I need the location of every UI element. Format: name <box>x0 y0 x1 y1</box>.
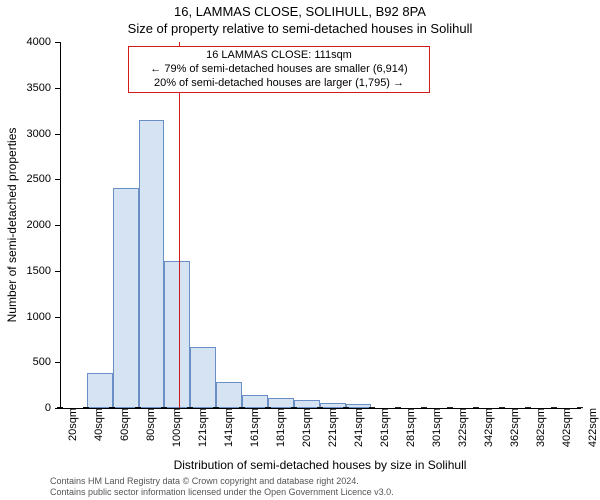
x-tick-label: 141sqm <box>213 408 235 447</box>
x-tick-label: 422sqm <box>577 408 599 447</box>
x-tick-label: 161sqm <box>239 408 261 447</box>
y-tick-label: 500 <box>33 356 61 368</box>
histogram-bar <box>268 398 294 408</box>
annotation-line: 20% of semi-detached houses are larger (… <box>133 77 425 91</box>
x-tick-label: 382sqm <box>525 408 547 447</box>
x-tick-label: 261sqm <box>369 408 391 447</box>
y-tick-label: 1500 <box>27 265 61 277</box>
x-tick-label: 322sqm <box>447 408 469 447</box>
y-tick-label: 3000 <box>27 128 61 140</box>
x-tick-label: 342sqm <box>473 408 495 447</box>
x-tick-label: 181sqm <box>265 408 287 447</box>
y-tick-label: 2500 <box>27 173 61 185</box>
histogram-bar <box>216 382 242 408</box>
x-tick-label: 40sqm <box>83 408 105 441</box>
annotation-line: 16 LAMMAS CLOSE: 111sqm <box>133 49 425 63</box>
histogram-bar <box>164 261 190 408</box>
histogram-bar <box>113 188 139 408</box>
x-tick-label: 241sqm <box>343 408 365 447</box>
histogram-bar <box>190 347 216 408</box>
histogram-bar <box>87 373 113 408</box>
y-axis-label: Number of semi-detached properties <box>5 128 19 323</box>
histogram-bar <box>294 400 320 408</box>
footnote-line-1: Contains HM Land Registry data © Crown c… <box>50 476 359 486</box>
x-axis-label: Distribution of semi-detached houses by … <box>60 458 580 472</box>
footnote: Contains HM Land Registry data © Crown c… <box>0 476 600 498</box>
reference-line <box>179 42 180 408</box>
x-tick-label: 402sqm <box>551 408 573 447</box>
x-tick-label: 80sqm <box>135 408 157 441</box>
y-tick-label: 3500 <box>27 82 61 94</box>
footnote-line-2: Contains public sector information licen… <box>50 487 394 497</box>
x-tick-label: 301sqm <box>421 408 443 447</box>
chart-container: 16, LAMMAS CLOSE, SOLIHULL, B92 8PA Size… <box>0 0 600 500</box>
x-tick-label: 221sqm <box>317 408 339 447</box>
y-tick-label: 2000 <box>27 219 61 231</box>
x-tick-label: 121sqm <box>187 408 209 447</box>
x-tick-label: 362sqm <box>499 408 521 447</box>
annotation-box: 16 LAMMAS CLOSE: 111sqm← 79% of semi-det… <box>128 46 430 93</box>
y-tick-label: 4000 <box>27 36 61 48</box>
annotation-line: ← 79% of semi-detached houses are smalle… <box>133 63 425 77</box>
title-line-2: Size of property relative to semi-detach… <box>0 21 600 36</box>
x-tick-label: 281sqm <box>395 408 417 447</box>
title-line-1: 16, LAMMAS CLOSE, SOLIHULL, B92 8PA <box>0 4 600 19</box>
plot-area: 16 LAMMAS CLOSE: 111sqm← 79% of semi-det… <box>60 42 581 409</box>
x-tick-label: 20sqm <box>57 408 79 441</box>
x-tick-label: 100sqm <box>161 408 183 447</box>
x-tick-label: 201sqm <box>291 408 313 447</box>
y-tick-label: 1000 <box>27 311 61 323</box>
x-tick-label: 60sqm <box>109 408 131 441</box>
histogram-bar <box>139 120 165 408</box>
